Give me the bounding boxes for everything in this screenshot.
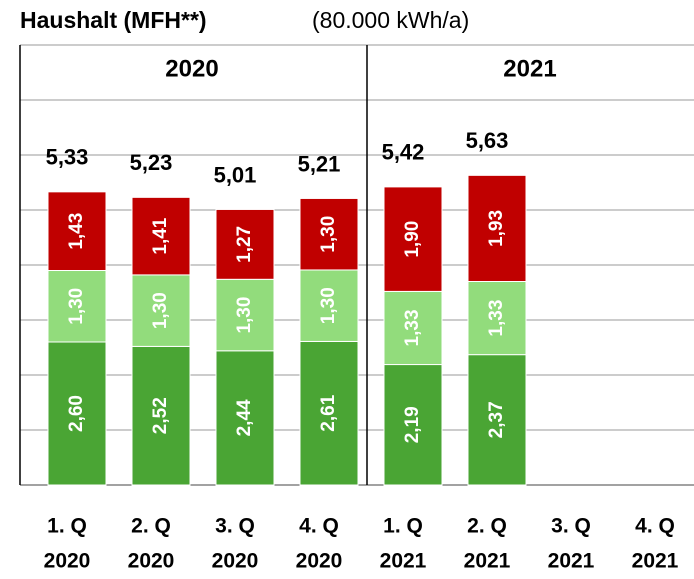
total-label: 5,21: [298, 151, 341, 176]
x-tick-label: 2020: [212, 550, 259, 573]
x-tick-label: 1. Q: [47, 515, 87, 538]
x-tick-label: 3. Q: [551, 515, 591, 538]
x-tick-label: 2020: [296, 550, 343, 573]
x-tick-label: 2021: [380, 550, 427, 573]
bar-segment: [131, 196, 191, 276]
segment-label: 1,30: [318, 216, 339, 253]
segment-label: 1,41: [150, 217, 171, 254]
segment-label: 2,37: [486, 401, 507, 438]
bar-segment: [299, 340, 359, 486]
segment-label: 2,52: [150, 397, 171, 434]
x-tick-label: 3. Q: [215, 515, 255, 538]
segment-label: 1,30: [318, 287, 339, 324]
bar-segment: [299, 197, 359, 271]
bar-segment: [47, 191, 107, 272]
chart-title: Haushalt (MFH**): [20, 7, 207, 33]
segment-label: 2,44: [234, 399, 255, 436]
segment-label: 1,33: [402, 309, 423, 346]
total-label: 5,01: [214, 162, 257, 187]
bar-segment: [47, 270, 107, 343]
segment-label: 1,27: [234, 226, 255, 263]
x-tick-label: 2020: [128, 550, 175, 573]
x-tick-label: 2020: [44, 550, 91, 573]
chart-subtitle: (80.000 kWh/a): [312, 7, 469, 33]
segment-label: 1,93: [486, 210, 507, 247]
x-tick-label: 2. Q: [131, 515, 171, 538]
segment-label: 1,30: [66, 288, 87, 325]
segment-label: 1,33: [486, 300, 507, 337]
bar-segment: [467, 354, 527, 486]
total-label: 5,23: [130, 150, 173, 175]
x-tick-label: 1. Q: [383, 515, 423, 538]
bar-segment: [467, 174, 527, 283]
x-tick-label: 2021: [464, 550, 511, 573]
x-tick-label: 2021: [548, 550, 595, 573]
x-tick-label: 4. Q: [635, 515, 675, 538]
group-label: 2021: [503, 55, 556, 82]
segment-label: 2,60: [66, 395, 87, 432]
x-tick-label: 4. Q: [299, 515, 339, 538]
total-label: 5,42: [382, 140, 425, 165]
x-tick-label: 2. Q: [467, 515, 507, 538]
bar-segment: [383, 186, 443, 292]
segment-label: 1,43: [66, 213, 87, 250]
bar-segment: [215, 278, 275, 352]
bar-segment: [131, 274, 191, 347]
segment-label: 1,30: [150, 292, 171, 329]
x-tick-label: 2021: [632, 550, 679, 573]
group-label: 2020: [165, 55, 218, 82]
total-label: 5,63: [466, 128, 509, 153]
bar-segment: [299, 269, 359, 342]
total-label: 5,33: [46, 145, 89, 170]
segment-label: 2,19: [402, 406, 423, 443]
bar-segment: [215, 208, 275, 280]
segment-label: 2,61: [318, 394, 339, 431]
segment-label: 1,30: [234, 297, 255, 334]
bar-segment: [383, 364, 443, 486]
bar-segment: [47, 341, 107, 486]
segment-label: 1,90: [402, 221, 423, 258]
bar-segment: [131, 345, 191, 486]
